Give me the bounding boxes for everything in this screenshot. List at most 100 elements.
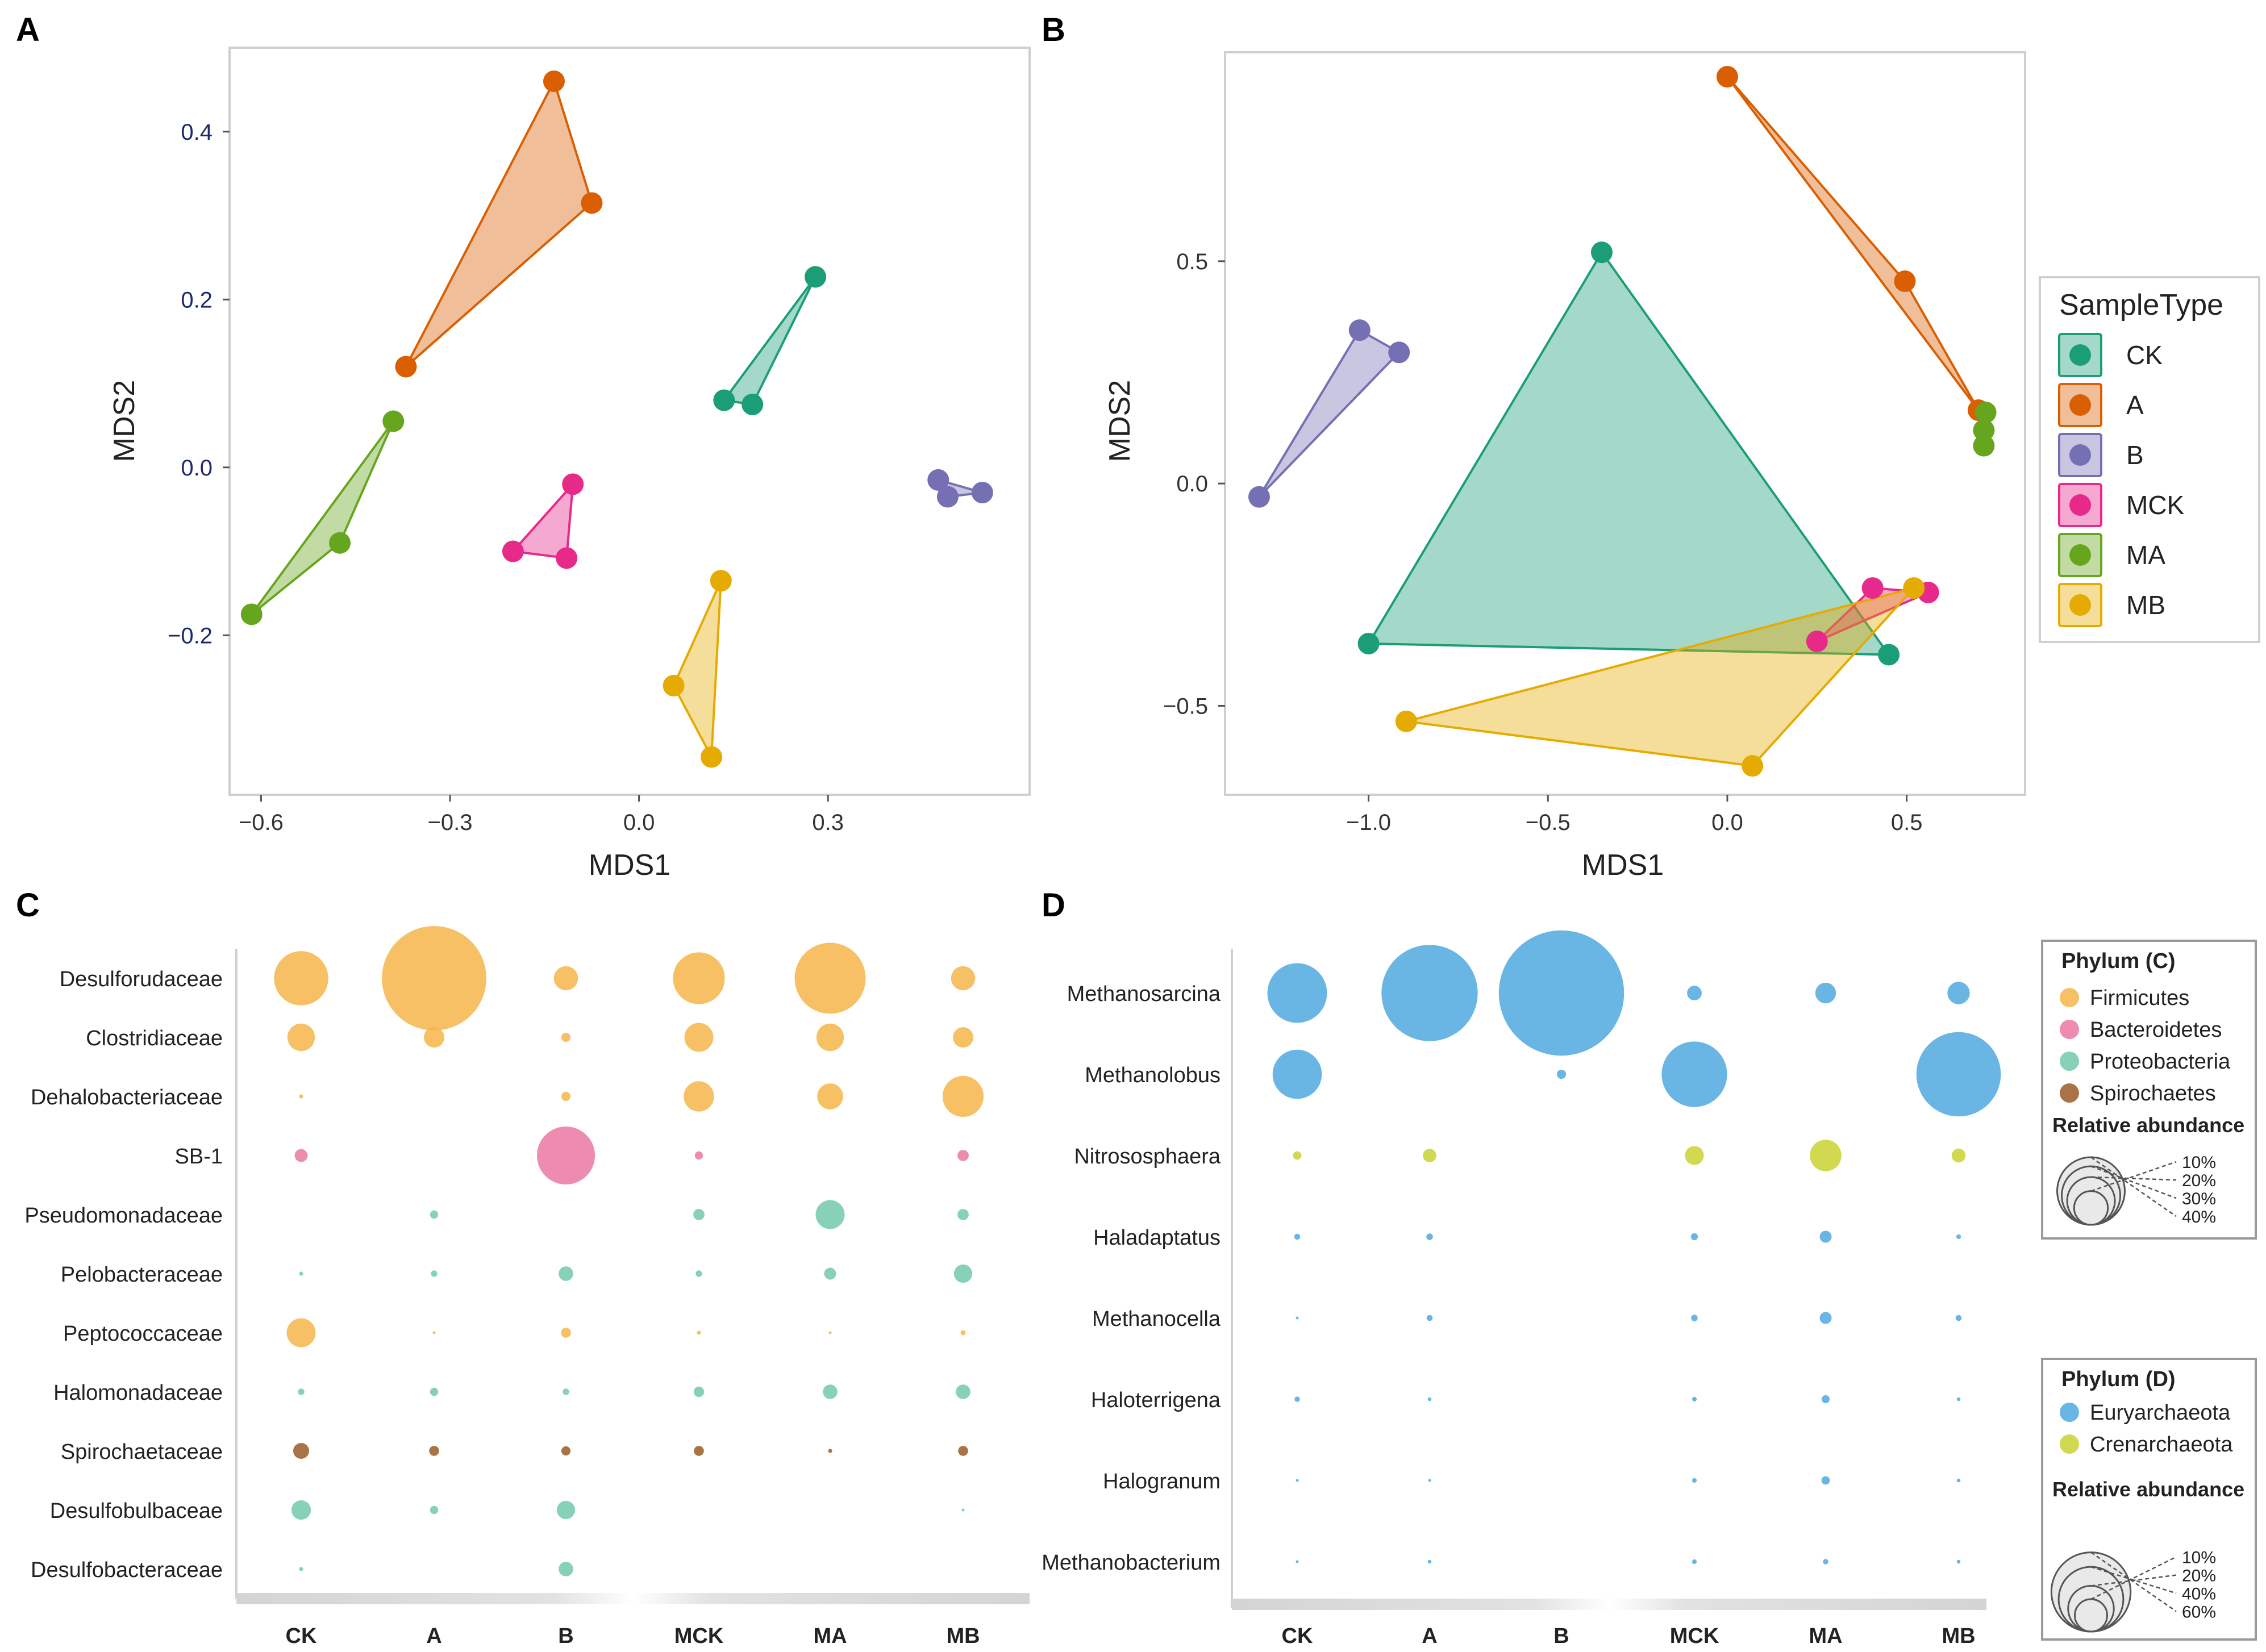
panel-a-point-ck-2 <box>713 389 735 411</box>
panel-d-bubble-nitrososphaera-mb <box>1951 1148 1966 1163</box>
panel-c-bubble-pseudomonadaceae-mck <box>693 1209 705 1220</box>
panel-d-bubble-methanocella-mck <box>1691 1315 1698 1321</box>
panel-d-bubble-methanosarcina-b <box>1498 930 1624 1056</box>
panel-d-bubble-methanobacterium-ck <box>1296 1560 1299 1563</box>
panel-a-x-tick-label: 0.3 <box>812 810 844 835</box>
phylum-d-legend-key-crenarchaeota <box>2060 1434 2079 1454</box>
panel-d-bubble-haladaptatus-ma <box>1819 1230 1832 1243</box>
panel-d-bubble-methanocella-a <box>1426 1315 1433 1321</box>
phylum-d-legend-size-leader <box>2090 1566 2177 1594</box>
panel-b-hull-mb <box>1405 587 1915 767</box>
panel-c-bubble-dehalobacteriaceae-b <box>561 1091 571 1102</box>
panel-d-bubble-halogranum-ck <box>1296 1479 1299 1482</box>
panel-c-bubble-desulfobacteraceae-b <box>559 1562 573 1576</box>
panel-b-point-ma-1 <box>1975 401 1997 423</box>
panel-a-point-a-3 <box>395 356 417 378</box>
legend-label-ck: CK <box>2126 340 2163 370</box>
panel-a-points <box>240 70 993 768</box>
panel-b-hull-ck <box>1367 251 1890 656</box>
panel-d-row-label: Nitrososphaera <box>1074 1145 1221 1169</box>
panel-a-point-a-1 <box>543 70 565 93</box>
panel-d-bubble-halogranum-ma <box>1821 1476 1830 1485</box>
panel-a: −0.6 −0.3 0.0 0.3 −0.2 0.0 0.2 0.4 MDS1 MDS2 <box>108 47 1031 882</box>
phylum-d-legend-size-label: 60% <box>2182 1603 2216 1622</box>
phylum-c-legend-label-bacteroidetes: Bacteroidetes <box>2090 1018 2222 1042</box>
panel-b-point-a-2 <box>1894 270 1916 293</box>
legend-label-mb: MB <box>2126 590 2165 620</box>
panel-b-y-axis-label: MDS2 <box>1103 380 1136 462</box>
panel-a-hull-mb <box>672 579 722 758</box>
panel-d-row-labels: Methanosarcina Methanolobus Nitrososphaera… <box>1042 982 1221 1575</box>
panel-b-y-tick-label: −0.5 <box>1163 694 1208 719</box>
panel-b-point-mb-3 <box>1742 755 1764 777</box>
panel-c-bubble-spirochaetaceae-ck <box>293 1443 309 1459</box>
phylum-c-legend-size-circle <box>2073 1190 2109 1226</box>
panel-d-bubble-nitrososphaera-a <box>1423 1149 1436 1162</box>
panel-a-point-mb-3 <box>701 746 723 768</box>
panel-c-bubble-sb-1-mck <box>694 1151 703 1160</box>
panel-a-x-tick-label: −0.3 <box>428 810 473 835</box>
panel-c-row-label: Pelobacteraceae <box>61 1263 223 1287</box>
legend-dot-mb <box>2069 594 2091 616</box>
panel-c-bubble-peptococcaceae-ck <box>286 1318 316 1348</box>
panel-c-bubble-desulforudaceae-mck <box>673 952 725 1004</box>
panel-c-bubble-halomonadaceae-b <box>563 1388 569 1395</box>
panel-d: Methanosarcina Methanolobus Nitrososphaera… <box>1042 930 2001 1648</box>
phylum-c-legend-key-proteobacteria <box>2060 1052 2079 1071</box>
panel-d-bubble-methanobacterium-mb <box>1956 1559 1961 1564</box>
legend-label-a: A <box>2126 390 2144 420</box>
panel-d-bubble-methanosarcina-a <box>1381 945 1478 1041</box>
panel-b-point-mck-3 <box>1806 630 1828 652</box>
panel-c-bubble-desulfobulbaceae-a <box>430 1505 439 1515</box>
panel-d-bubble-methanosarcina-mb <box>1947 982 1970 1004</box>
panel-c-bubble-spirochaetaceae-mck <box>694 1446 704 1456</box>
legend-dot-mck <box>2069 494 2091 516</box>
panel-b-point-ck-3 <box>1878 644 1900 666</box>
panel-c-x-axis-bar <box>236 1593 1030 1604</box>
panel-c-bubble-desulfobacteraceae-ck <box>299 1567 303 1571</box>
panel-d-bubble-haloterrigena-mck <box>1692 1396 1697 1402</box>
panel-b-point-ma-2 <box>1973 419 1995 441</box>
panel-b-x-tick-label: −1.0 <box>1346 810 1391 835</box>
legend-dot-ck <box>2069 344 2091 366</box>
panel-b-frame <box>1224 51 2026 796</box>
phylum-c-legend-key-spirochaetes <box>2060 1083 2079 1103</box>
panel-c-bubble-pelobacteraceae-b <box>559 1266 573 1281</box>
panel-d-bubble-methanolobus-b <box>1556 1069 1567 1079</box>
legend-dot-b <box>2069 444 2091 466</box>
panel-d-column-label: MCK <box>1670 1624 1719 1648</box>
panel-d-bubble-halogranum-mb <box>1956 1478 1961 1483</box>
panel-c-bubble-desulfobulbaceae-ck <box>291 1500 311 1520</box>
panel-c-bubble-peptococcaceae-b <box>561 1328 571 1338</box>
panel-a-point-mb-2 <box>663 674 685 696</box>
panel-d-bubble-methanocella-ck <box>1296 1316 1299 1320</box>
panel-d-row-label: Haladaptatus <box>1093 1226 1221 1250</box>
panel-c-bubble-peptococcaceae-ma <box>828 1331 832 1334</box>
panel-c-bubble-clostridiaceae-mck <box>684 1023 714 1052</box>
panel-c-bubble-spirochaetaceae-ma <box>828 1449 832 1453</box>
panel-c-bubble-halomonadaceae-mb <box>956 1384 970 1399</box>
panel-d-bubble-haladaptatus-a <box>1426 1233 1433 1240</box>
phylum-c-legend-title: Phylum (C) <box>2061 949 2176 973</box>
panel-a-x-ticks: −0.6 −0.3 0.0 0.3 <box>239 795 844 835</box>
panel-c-bubble-desulforudaceae-mb <box>951 966 976 991</box>
phylum-d-legend-size-label: 20% <box>2182 1567 2216 1586</box>
phylum-d-legend-label-crenarchaeota: Crenarchaeota <box>2090 1433 2233 1457</box>
phylum-c-legend-size-label: 30% <box>2182 1190 2216 1208</box>
panel-c-column-label: B <box>558 1624 573 1648</box>
sampletype-legend-title: SampleType <box>2059 289 2223 322</box>
phylum-c-legend-label-proteobacteria: Proteobacteria <box>2090 1050 2231 1074</box>
panel-c-row-label: Peptococcaceae <box>63 1322 223 1346</box>
panel-a-point-mck-1 <box>562 473 584 495</box>
phylum-c-legend-size-label: 10% <box>2182 1153 2216 1172</box>
panel-d-bubble-nitrososphaera-mck <box>1685 1146 1704 1165</box>
panel-d-bubble-haloterrigena-mb <box>1956 1397 1961 1401</box>
panel-c-bubble-pseudomonadaceae-a <box>430 1210 439 1219</box>
panel-a-hull-mck <box>511 483 574 560</box>
panel-c-bubble-pelobacteraceae-ck <box>299 1271 303 1276</box>
panel-c-row-label: Halomonadaceae <box>53 1381 223 1405</box>
phylum-c-legend-size-leader <box>2090 1176 2177 1181</box>
panel-b-point-b-1 <box>1348 319 1371 341</box>
panel-c-row-label: Pseudomonadaceae <box>24 1204 223 1228</box>
